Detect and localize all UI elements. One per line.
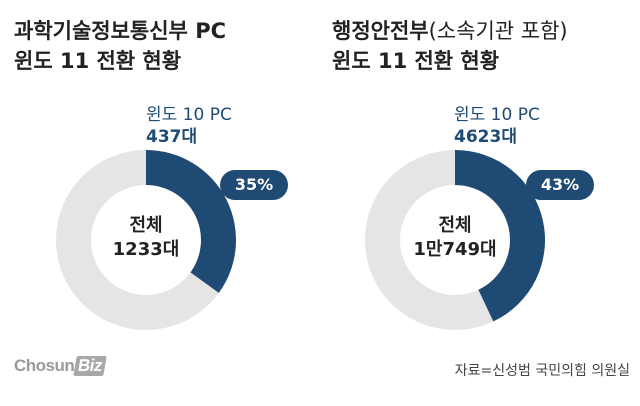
series-name: 윈도 10 PC <box>454 105 540 125</box>
total-label: 1233대 <box>112 239 180 260</box>
chart-title-line2: 윈도 11 전환 현황 <box>14 49 182 73</box>
logo-suffix: Biz <box>73 356 108 376</box>
percentage-badge: 35% <box>220 170 288 200</box>
center-label: 전체 <box>129 215 163 236</box>
series-count-label: 437대 <box>146 127 198 147</box>
chart-title-line2: 윈도 11 전환 현황 <box>332 49 500 73</box>
series-label: 윈도 10 PC 437대 <box>146 104 232 148</box>
chart-panel-science-ministry: 과학기술정보통신부 PC 윈도 11 전환 현황 윈도 10 PC 437대 전… <box>0 0 320 360</box>
total-label: 1만749대 <box>413 239 497 260</box>
chart-title-line1: 행정안전부 <box>332 19 429 43</box>
chart-title: 행정안전부(소속기관 포함) 윈도 11 전환 현황 <box>332 16 568 76</box>
center-label: 전체 <box>438 215 472 236</box>
chart-title: 과학기술정보통신부 PC 윈도 11 전환 현황 <box>14 16 226 76</box>
chart-title-line1: 과학기술정보통신부 PC <box>14 19 226 43</box>
donut-highlight-slice <box>146 150 236 293</box>
series-count-label: 4623대 <box>454 127 517 147</box>
chosunbiz-logo: Chosun Biz <box>14 356 108 376</box>
chart-panel-interior-ministry: 행정안전부(소속기관 포함) 윈도 11 전환 현황 윈도 10 PC 4623… <box>320 0 640 360</box>
source-note: 자료=신성범 국민의힘 의원실 <box>454 363 630 379</box>
donut-center-label: 전체 1만749대 <box>395 214 515 262</box>
series-name: 윈도 10 PC <box>146 105 232 125</box>
chart-title-line1-suffix: (소속기관 포함) <box>428 19 568 43</box>
logo-main: Chosun <box>14 356 75 375</box>
donut-center-label: 전체 1233대 <box>86 214 206 262</box>
donut-highlight-slice <box>455 150 545 322</box>
series-label: 윈도 10 PC 4623대 <box>454 104 540 148</box>
donut-chart <box>365 150 545 330</box>
percentage-badge: 43% <box>526 170 594 200</box>
donut-chart <box>56 150 236 330</box>
